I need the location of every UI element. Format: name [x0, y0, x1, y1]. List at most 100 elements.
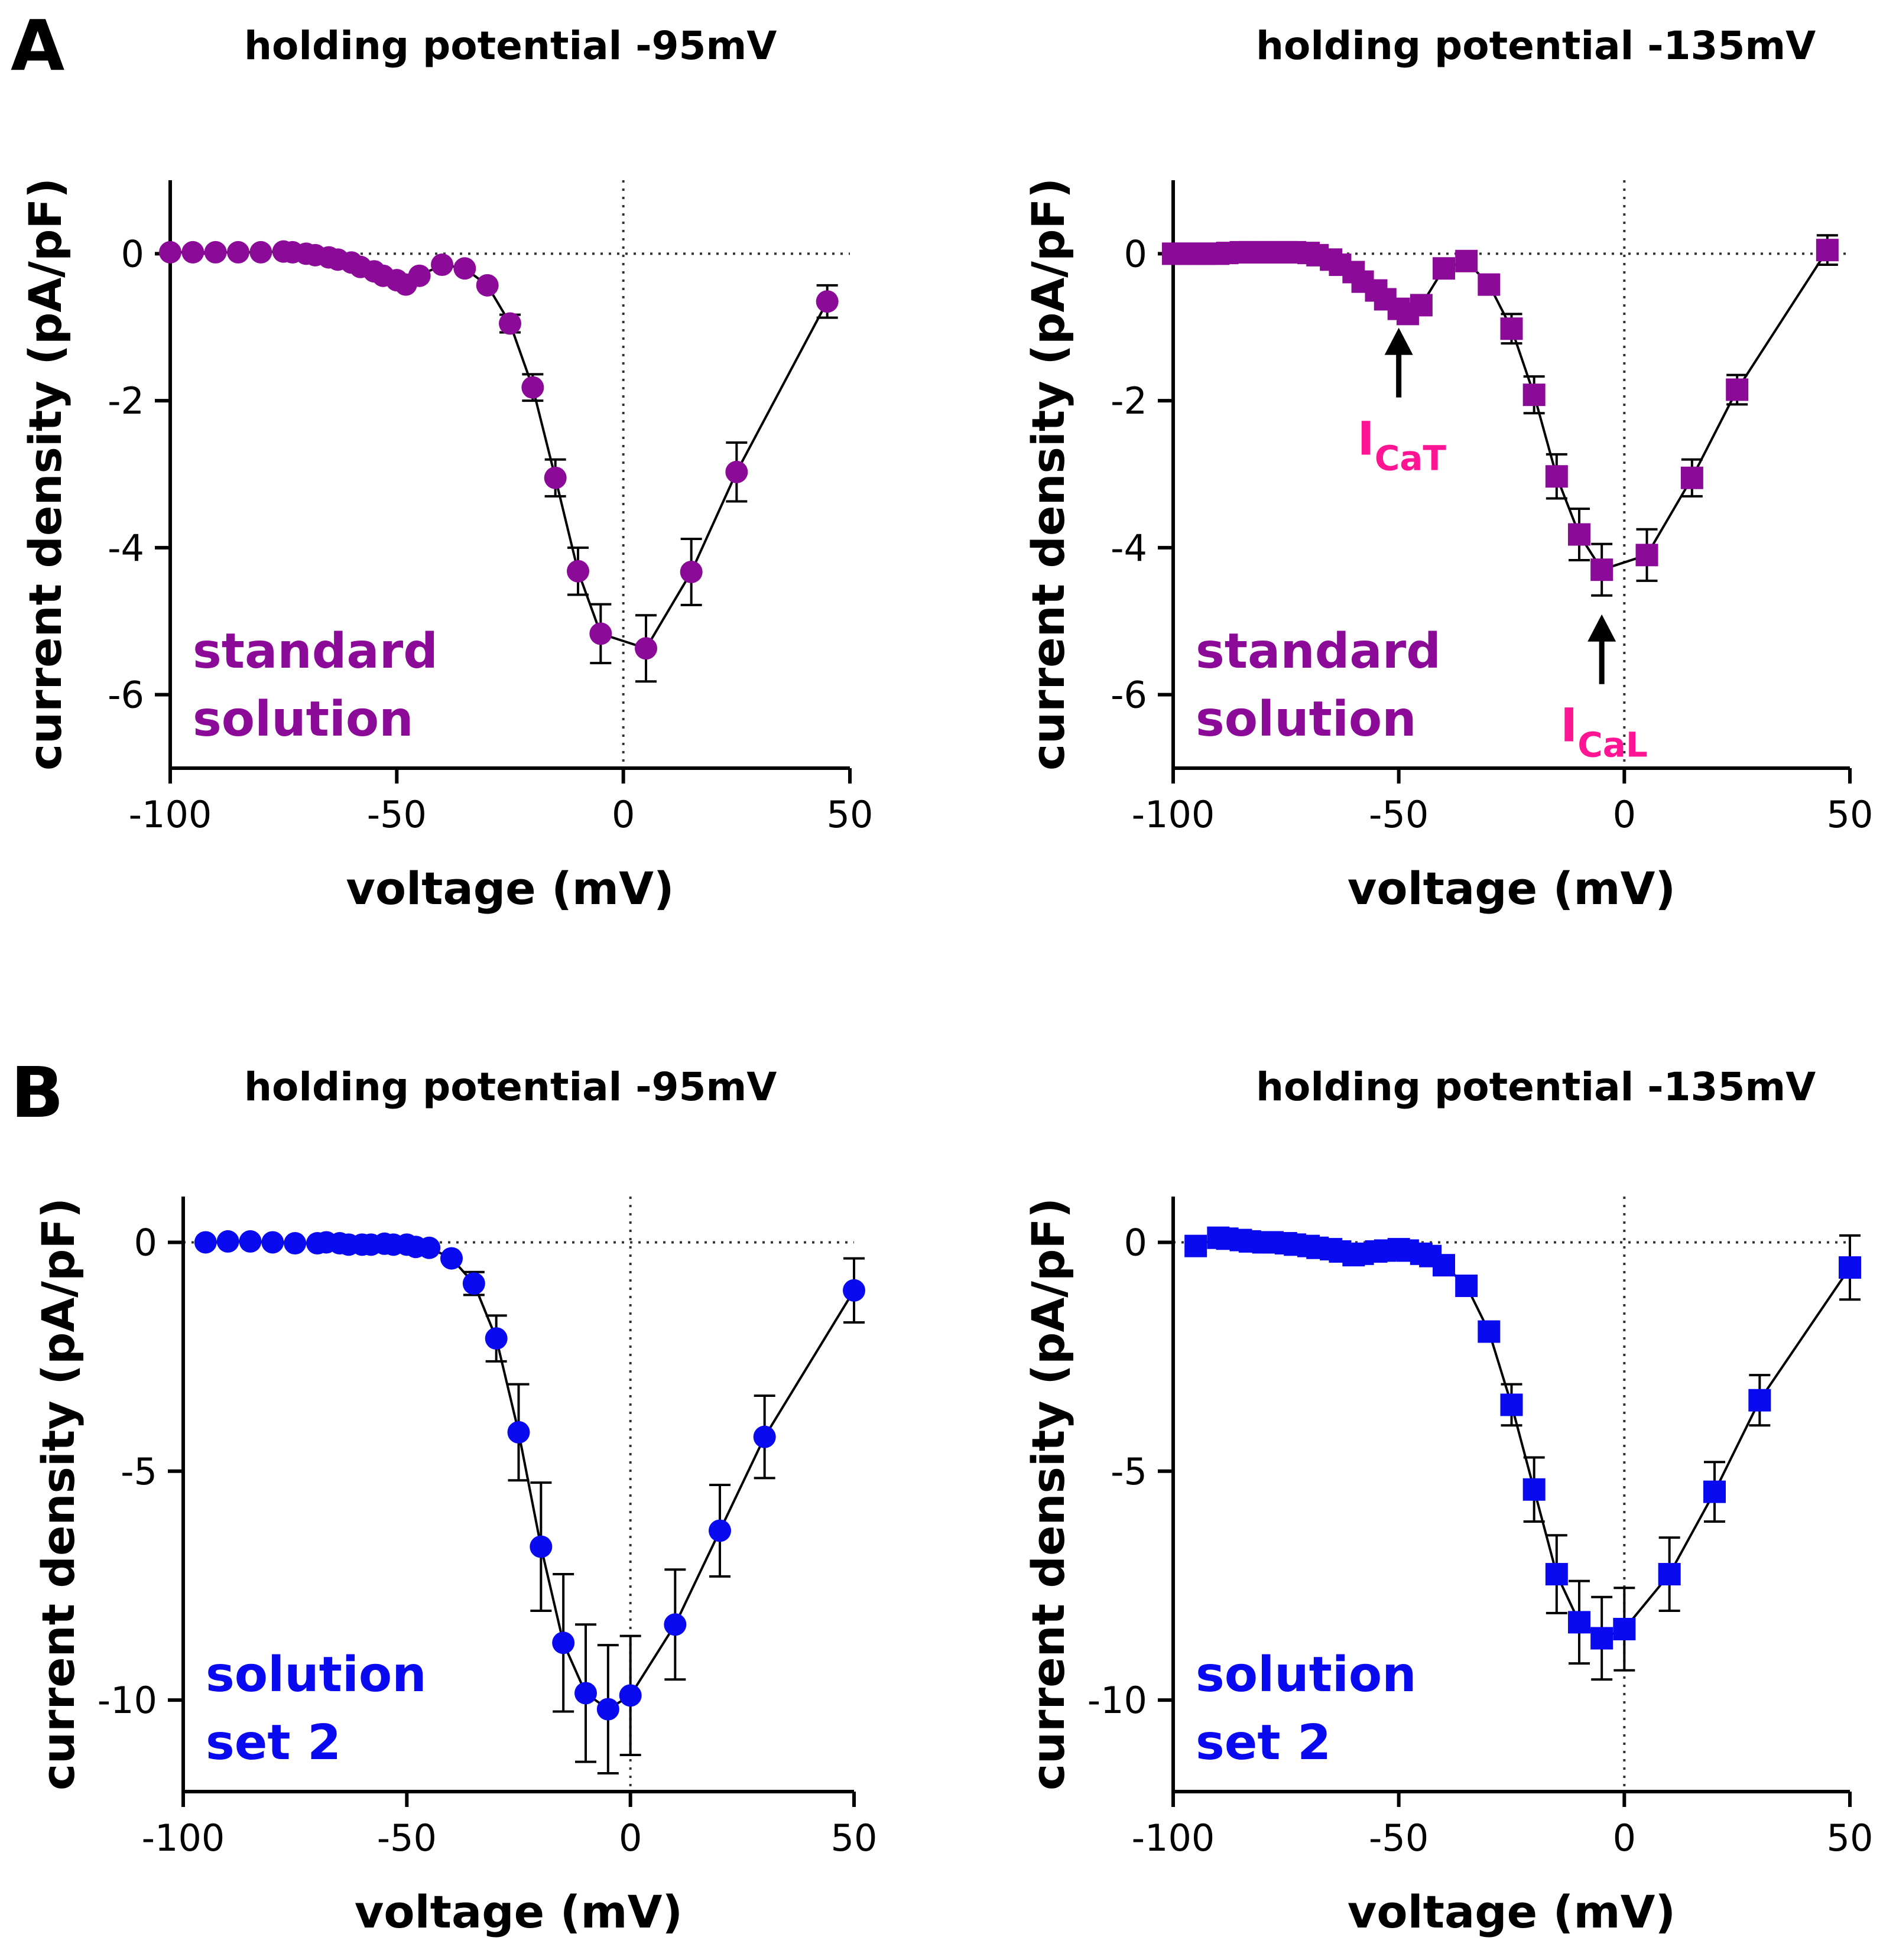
x-tick-label: 0 — [1613, 793, 1636, 836]
data-point — [635, 637, 657, 660]
data-point — [753, 1425, 776, 1448]
data-point — [619, 1684, 642, 1707]
data-point — [284, 1232, 307, 1255]
solution-label-line: standard — [1196, 623, 1441, 680]
data-point — [1680, 466, 1703, 489]
y-axis-label: current density (pA/pF) — [1022, 178, 1074, 771]
x-axis-label: voltage (mV) — [1348, 1886, 1676, 1938]
data-point — [1568, 1611, 1590, 1634]
x-tick-label: -100 — [1132, 1816, 1215, 1860]
y-tick-label: 0 — [134, 1221, 157, 1264]
y-tick-label: -4 — [1111, 526, 1147, 570]
data-point — [462, 1272, 485, 1295]
solution-label-line: set 2 — [206, 1715, 341, 1771]
x-axis-label: voltage (mV) — [355, 1886, 683, 1938]
y-axis-label: current density (pA/pF) — [32, 1198, 85, 1790]
x-tick-label: 50 — [1827, 793, 1874, 836]
data-point — [725, 460, 748, 483]
y-tick-label: -4 — [108, 526, 144, 570]
y-tick-label: -5 — [121, 1450, 157, 1493]
data-point — [1478, 273, 1501, 296]
annotation-label: ICaL — [1560, 700, 1648, 765]
series-line — [170, 250, 829, 650]
chart-title: holding potential -95mV — [244, 23, 777, 69]
y-tick-label: -2 — [1111, 379, 1147, 422]
solution-label-line: solution — [206, 1647, 427, 1703]
panel-letter-b: B — [11, 1052, 64, 1133]
panel-letter-a: A — [11, 5, 64, 86]
data-point — [1839, 1256, 1861, 1279]
chart-title: holding potential -95mV — [244, 1064, 777, 1110]
data-point — [596, 1698, 619, 1721]
data-point — [1478, 1320, 1501, 1343]
y-tick-label: -6 — [108, 674, 144, 717]
data-point — [1703, 1480, 1726, 1503]
chart-4: holding potential -135mV -100 -50 0 50 0 -5 -10… — [1022, 1064, 1873, 1938]
data-point — [1816, 239, 1839, 262]
data-point — [499, 312, 521, 335]
chart-title: holding potential -135mV — [1256, 1064, 1816, 1110]
data-point — [261, 1231, 284, 1254]
data-point — [1748, 1389, 1771, 1412]
data-point — [544, 466, 567, 489]
x-tick-label: 0 — [619, 1816, 642, 1860]
data-point — [1433, 257, 1455, 280]
series-line — [1173, 249, 1829, 571]
data-point — [816, 290, 839, 313]
data-point — [194, 1231, 217, 1254]
data-point — [567, 560, 589, 583]
annotation-subscript: CaL — [1577, 725, 1648, 765]
data-point — [440, 1247, 463, 1270]
data-point — [408, 264, 431, 287]
x-tick-label: -100 — [1132, 793, 1215, 836]
data-point — [1455, 1275, 1478, 1298]
data-point — [664, 1613, 687, 1636]
y-tick-label: -2 — [108, 379, 144, 422]
y-tick-label: -5 — [1111, 1450, 1147, 1493]
x-tick-label: 50 — [1827, 1816, 1874, 1860]
chart-1: holding potential -95mV -100 -50 0 50 0 -2 -4 -6… — [19, 23, 873, 915]
data-point — [530, 1535, 553, 1558]
x-tick-label: -50 — [1369, 1816, 1429, 1860]
y-axis-label: current density (pA/pF) — [1022, 1198, 1074, 1790]
x-tick-label: 50 — [827, 793, 874, 836]
annotation-cal: ICaL — [1560, 614, 1648, 765]
x-tick-label: -50 — [377, 1816, 437, 1860]
y-tick-label: -10 — [1087, 1679, 1147, 1722]
x-tick-label: -100 — [142, 1816, 225, 1860]
data-point — [249, 240, 272, 264]
charts-container: holding potential -95mV-100 -50 0 500-2-4-6… — [19, 23, 1873, 1938]
y-tick-label: -10 — [98, 1679, 157, 1722]
data-point — [680, 560, 703, 583]
data-point — [476, 274, 499, 297]
x-tick-label: 0 — [1613, 1816, 1636, 1860]
data-point — [1433, 1254, 1455, 1277]
data-point — [1500, 317, 1523, 340]
y-tick-label: 0 — [1124, 1221, 1147, 1264]
data-point — [1184, 1234, 1207, 1257]
data-point — [1545, 465, 1568, 488]
data-point — [239, 1230, 262, 1253]
y-tick-label: 0 — [121, 232, 144, 275]
solution-label-line: solution — [1196, 691, 1417, 747]
data-point — [181, 240, 204, 264]
chart-2: holding potential -135mV -100 -50 0 50 0 -2 -4 -… — [1022, 23, 1873, 915]
data-point — [216, 1230, 239, 1253]
y-tick-label: -6 — [1111, 674, 1147, 717]
solution-label-line: solution — [193, 691, 414, 747]
data-point — [1522, 383, 1546, 407]
data-point — [521, 376, 544, 399]
data-point — [1613, 1618, 1636, 1641]
x-tick-label: -100 — [129, 793, 212, 836]
data-point — [1410, 294, 1433, 317]
data-point — [1568, 523, 1590, 546]
annotation-label: ICaT — [1358, 413, 1447, 479]
data-point — [1590, 1627, 1613, 1650]
data-point — [843, 1279, 865, 1302]
chart-title: holding potential -135mV — [1256, 23, 1816, 69]
chart-3: holding potential -95mV -100 -50 0 50 0 -5 -10 v… — [32, 1064, 877, 1938]
data-point — [1455, 249, 1478, 272]
data-point — [1658, 1563, 1681, 1586]
data-point — [709, 1519, 731, 1542]
